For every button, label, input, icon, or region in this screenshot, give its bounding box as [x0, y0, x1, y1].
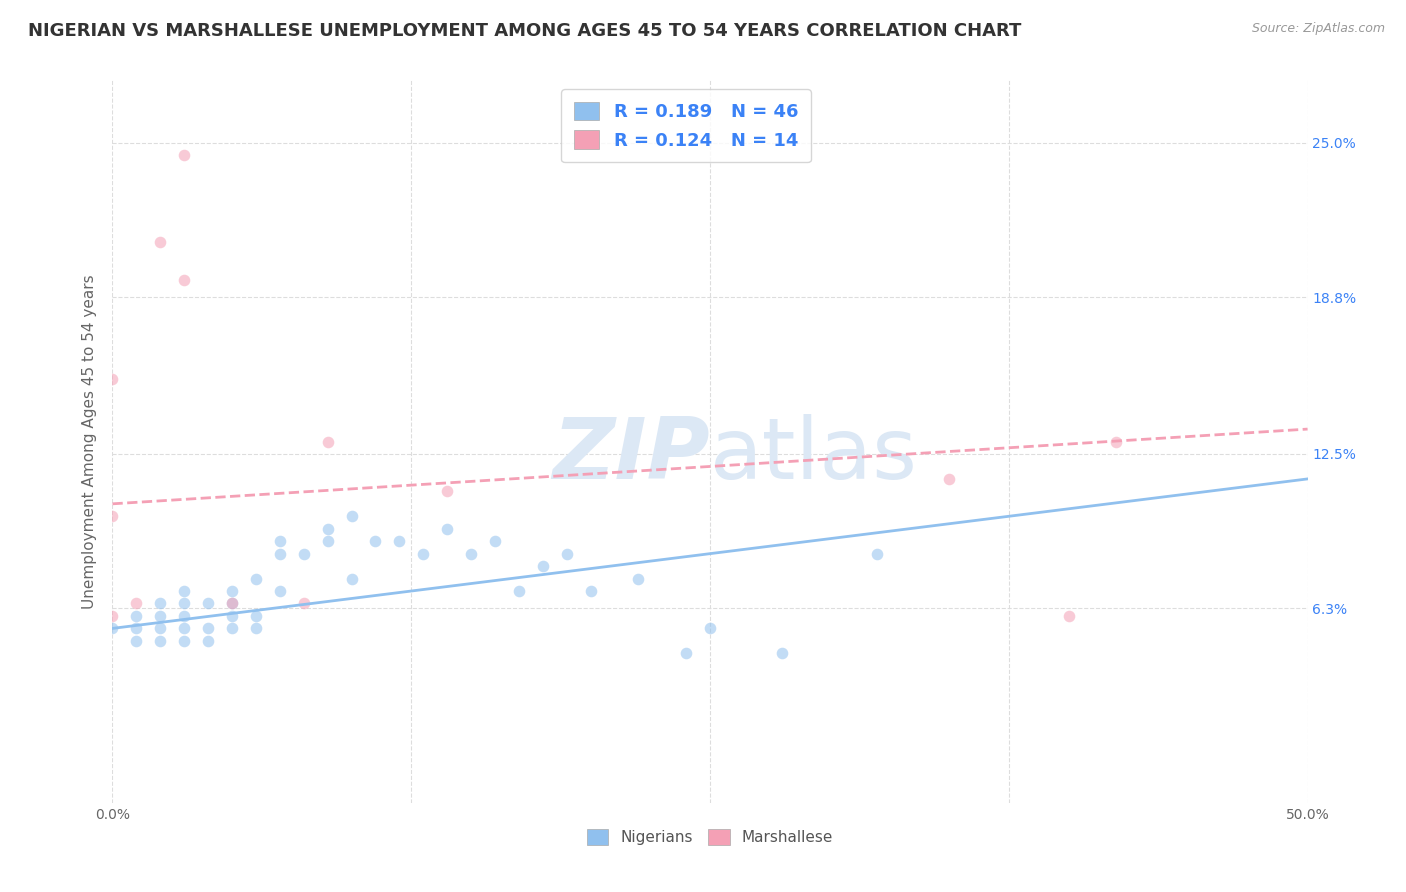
- Point: [938, 472, 960, 486]
- Point: [269, 534, 291, 549]
- Point: [101, 621, 124, 635]
- Point: [364, 534, 387, 549]
- Point: [627, 572, 650, 586]
- Point: [269, 547, 291, 561]
- Point: [436, 484, 458, 499]
- Point: [173, 621, 195, 635]
- Point: [149, 609, 172, 624]
- Point: [221, 584, 243, 599]
- Point: [245, 621, 267, 635]
- Point: [292, 597, 315, 611]
- Point: [245, 609, 267, 624]
- Point: [484, 534, 506, 549]
- Point: [173, 272, 195, 286]
- Point: [436, 522, 458, 536]
- Point: [221, 597, 243, 611]
- Point: [125, 597, 148, 611]
- Point: [149, 633, 172, 648]
- Point: [555, 547, 578, 561]
- Point: [101, 372, 124, 386]
- Point: [101, 509, 124, 524]
- Point: [460, 547, 482, 561]
- Point: [508, 584, 530, 599]
- Point: [340, 572, 363, 586]
- Legend: Nigerians, Marshallese: Nigerians, Marshallese: [579, 822, 841, 853]
- Point: [1105, 434, 1128, 449]
- Point: [340, 509, 363, 524]
- Point: [173, 633, 195, 648]
- Point: [149, 235, 172, 250]
- Point: [412, 547, 434, 561]
- Point: [866, 547, 889, 561]
- Point: [269, 584, 291, 599]
- Point: [173, 584, 195, 599]
- Point: [316, 434, 339, 449]
- Point: [292, 547, 315, 561]
- Point: [221, 597, 243, 611]
- Point: [579, 584, 602, 599]
- Point: [101, 609, 124, 624]
- Point: [770, 646, 793, 660]
- Text: ZIP: ZIP: [553, 415, 710, 498]
- Point: [316, 534, 339, 549]
- Point: [149, 621, 172, 635]
- Point: [531, 559, 554, 574]
- Point: [197, 633, 219, 648]
- Point: [221, 621, 243, 635]
- Point: [316, 522, 339, 536]
- Point: [699, 621, 721, 635]
- Text: NIGERIAN VS MARSHALLESE UNEMPLOYMENT AMONG AGES 45 TO 54 YEARS CORRELATION CHART: NIGERIAN VS MARSHALLESE UNEMPLOYMENT AMO…: [28, 22, 1022, 40]
- Point: [675, 646, 697, 660]
- Point: [388, 534, 411, 549]
- Point: [245, 572, 267, 586]
- Text: Source: ZipAtlas.com: Source: ZipAtlas.com: [1251, 22, 1385, 36]
- Text: atlas: atlas: [710, 415, 918, 498]
- Point: [125, 633, 148, 648]
- Point: [197, 621, 219, 635]
- Y-axis label: Unemployment Among Ages 45 to 54 years: Unemployment Among Ages 45 to 54 years: [82, 274, 97, 609]
- Point: [173, 148, 195, 162]
- Point: [125, 609, 148, 624]
- Point: [173, 597, 195, 611]
- Point: [197, 597, 219, 611]
- Point: [125, 621, 148, 635]
- Point: [173, 609, 195, 624]
- Point: [1057, 609, 1080, 624]
- Point: [149, 597, 172, 611]
- Point: [221, 609, 243, 624]
